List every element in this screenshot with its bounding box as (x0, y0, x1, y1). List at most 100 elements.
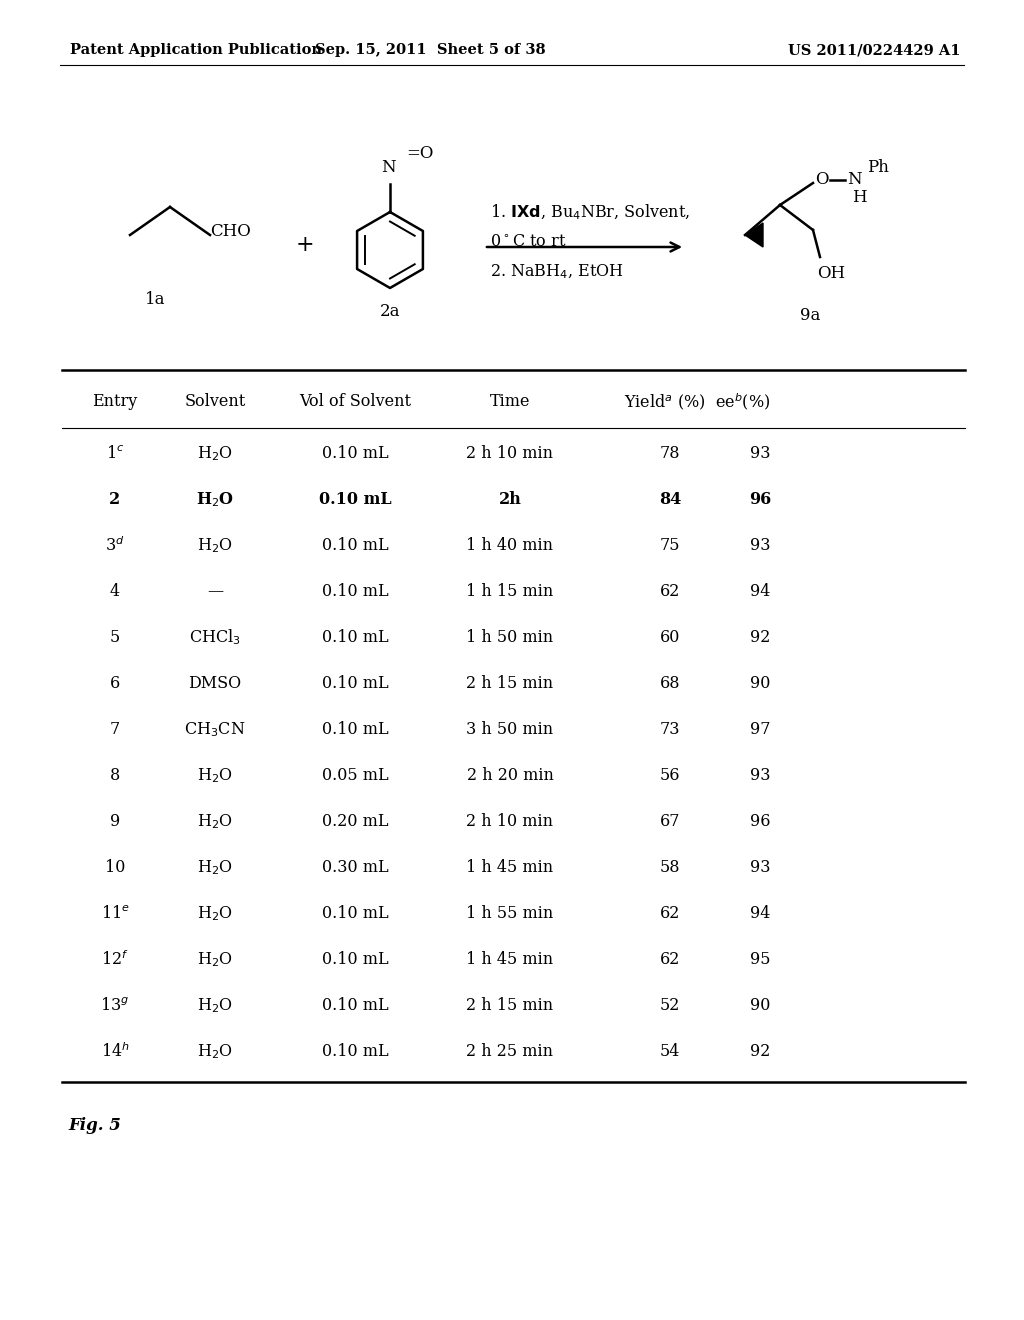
Text: 0.10 mL: 0.10 mL (322, 537, 388, 554)
Text: 0.10 mL: 0.10 mL (322, 1043, 388, 1060)
Text: 2. NaBH$_4$, EtOH: 2. NaBH$_4$, EtOH (490, 263, 624, 281)
Text: 12$^f$: 12$^f$ (101, 950, 129, 969)
Text: CH$_3$CN: CH$_3$CN (184, 719, 246, 739)
Text: US 2011/0224429 A1: US 2011/0224429 A1 (787, 44, 961, 57)
Text: Fig. 5: Fig. 5 (68, 1117, 121, 1134)
Text: 94: 94 (750, 583, 770, 599)
Text: 68: 68 (659, 675, 680, 692)
Text: 3$^d$: 3$^d$ (105, 536, 125, 554)
Text: 1$^c$: 1$^c$ (105, 445, 124, 462)
Text: 9a: 9a (800, 306, 820, 323)
Text: H$_2$O: H$_2$O (197, 812, 232, 830)
Text: 92: 92 (750, 1043, 770, 1060)
Text: Solvent: Solvent (184, 393, 246, 411)
Text: 1a: 1a (144, 292, 165, 309)
Text: 1 h 45 min: 1 h 45 min (467, 950, 554, 968)
Text: 92: 92 (750, 628, 770, 645)
Text: H$_2$O: H$_2$O (197, 997, 232, 1015)
Text: Ph: Ph (867, 160, 889, 177)
Text: 5: 5 (110, 628, 120, 645)
Polygon shape (745, 223, 763, 247)
Text: 93: 93 (750, 537, 770, 554)
Text: 62: 62 (659, 950, 680, 968)
Text: 90: 90 (750, 997, 770, 1014)
Text: Yield$^a$ (%)  ee$^b$(%): Yield$^a$ (%) ee$^b$(%) (624, 392, 776, 412)
Text: 84: 84 (658, 491, 681, 508)
Text: 0.10 mL: 0.10 mL (322, 997, 388, 1014)
Text: 0.10 mL: 0.10 mL (318, 491, 391, 508)
Text: 3 h 50 min: 3 h 50 min (467, 721, 554, 738)
Text: 6: 6 (110, 675, 120, 692)
Text: 78: 78 (659, 445, 680, 462)
Text: 0.20 mL: 0.20 mL (322, 813, 388, 830)
Text: N: N (381, 160, 395, 177)
Text: H$_2$O: H$_2$O (197, 858, 232, 876)
Text: OH: OH (817, 265, 845, 282)
Text: Patent Application Publication: Patent Application Publication (70, 44, 322, 57)
Text: 75: 75 (659, 537, 680, 554)
Text: H$_2$O: H$_2$O (197, 536, 232, 554)
Text: 1 h 50 min: 1 h 50 min (467, 628, 554, 645)
Text: 2 h 15 min: 2 h 15 min (467, 997, 554, 1014)
Text: 67: 67 (659, 813, 680, 830)
Text: Sep. 15, 2011  Sheet 5 of 38: Sep. 15, 2011 Sheet 5 of 38 (314, 44, 546, 57)
Text: 7: 7 (110, 721, 120, 738)
Text: 1 h 15 min: 1 h 15 min (466, 583, 554, 599)
Text: 93: 93 (750, 767, 770, 784)
Text: 96: 96 (749, 491, 771, 508)
Text: 52: 52 (659, 997, 680, 1014)
Text: 4: 4 (110, 583, 120, 599)
Text: 11$^e$: 11$^e$ (100, 904, 129, 921)
Text: 2 h 20 min: 2 h 20 min (467, 767, 553, 784)
Text: 2: 2 (110, 491, 121, 508)
Text: Time: Time (489, 393, 530, 411)
Text: 97: 97 (750, 721, 770, 738)
Text: 90: 90 (750, 675, 770, 692)
Text: 0.10 mL: 0.10 mL (322, 675, 388, 692)
Text: 2 h 15 min: 2 h 15 min (467, 675, 554, 692)
Text: 14$^h$: 14$^h$ (100, 1041, 129, 1061)
Text: H$_2$O: H$_2$O (196, 490, 234, 508)
Text: 10: 10 (104, 859, 125, 875)
Text: 62: 62 (659, 904, 680, 921)
Text: 0.05 mL: 0.05 mL (322, 767, 388, 784)
Text: DMSO: DMSO (188, 675, 242, 692)
Text: 93: 93 (750, 445, 770, 462)
Text: 0.10 mL: 0.10 mL (322, 445, 388, 462)
Text: 1 h 45 min: 1 h 45 min (467, 859, 554, 875)
Text: 96: 96 (750, 813, 770, 830)
Text: 1. $\mathbf{IXd}$, Bu$_4$NBr, Solvent,: 1. $\mathbf{IXd}$, Bu$_4$NBr, Solvent, (490, 202, 690, 222)
Text: H$_2$O: H$_2$O (197, 1041, 232, 1061)
Text: 13$^g$: 13$^g$ (100, 997, 130, 1014)
Text: 0.10 mL: 0.10 mL (322, 628, 388, 645)
Text: 0.30 mL: 0.30 mL (322, 859, 388, 875)
Text: CHO: CHO (210, 223, 251, 239)
Text: —: — (207, 583, 223, 599)
Text: 0.10 mL: 0.10 mL (322, 583, 388, 599)
Text: 95: 95 (750, 950, 770, 968)
Text: H$_2$O: H$_2$O (197, 444, 232, 462)
Text: 56: 56 (659, 767, 680, 784)
Text: 0.10 mL: 0.10 mL (322, 950, 388, 968)
Text: 2 h 10 min: 2 h 10 min (467, 813, 554, 830)
Text: +: + (296, 234, 314, 256)
Text: 93: 93 (750, 859, 770, 875)
Text: 54: 54 (659, 1043, 680, 1060)
Text: 9: 9 (110, 813, 120, 830)
Text: 1 h 55 min: 1 h 55 min (466, 904, 554, 921)
Text: Entry: Entry (92, 393, 137, 411)
Text: 62: 62 (659, 583, 680, 599)
Text: H$_2$O: H$_2$O (197, 766, 232, 784)
Text: 2h: 2h (499, 491, 521, 508)
Text: O: O (815, 172, 828, 189)
Text: 8: 8 (110, 767, 120, 784)
Text: H: H (852, 189, 866, 206)
Text: CHCl$_3$: CHCl$_3$ (189, 627, 241, 647)
Text: H$_2$O: H$_2$O (197, 950, 232, 969)
Text: 2 h 10 min: 2 h 10 min (467, 445, 554, 462)
Text: 73: 73 (659, 721, 680, 738)
Text: =O: =O (406, 145, 433, 162)
Text: 2 h 25 min: 2 h 25 min (467, 1043, 554, 1060)
Text: Vol of Solvent: Vol of Solvent (299, 393, 411, 411)
Text: 2a: 2a (380, 304, 400, 321)
